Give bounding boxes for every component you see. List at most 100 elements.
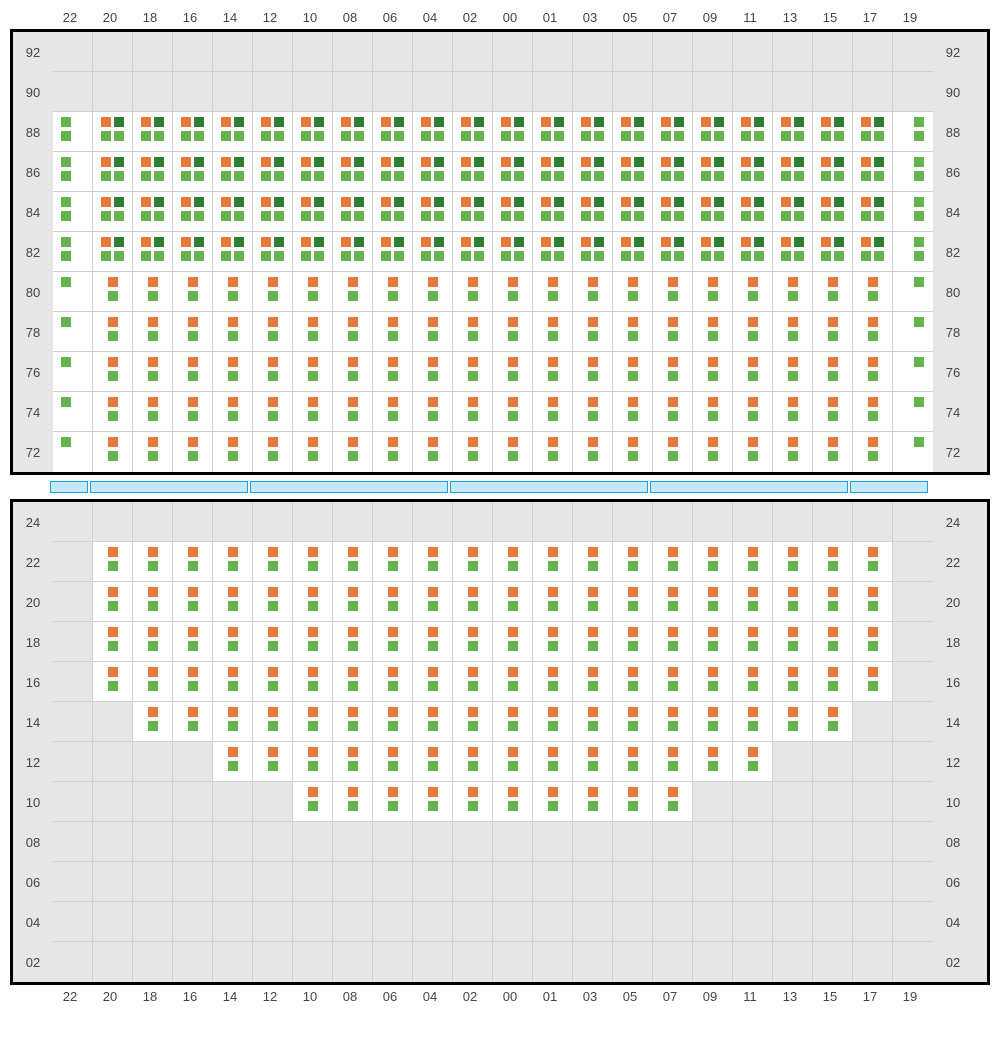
slot[interactable]	[588, 331, 598, 341]
cell[interactable]	[453, 782, 493, 822]
slot[interactable]	[468, 627, 478, 637]
slot[interactable]	[421, 211, 431, 221]
slot[interactable]	[868, 397, 878, 407]
slot[interactable]	[868, 357, 878, 367]
slot[interactable]	[428, 397, 438, 407]
slot[interactable]	[428, 787, 438, 797]
slot[interactable]	[348, 667, 358, 677]
cell[interactable]	[333, 392, 373, 432]
slot[interactable]	[341, 157, 351, 167]
slot[interactable]	[261, 251, 271, 261]
slot[interactable]	[788, 547, 798, 557]
slot[interactable]	[188, 641, 198, 651]
slot[interactable]	[101, 131, 111, 141]
cell[interactable]	[653, 312, 693, 352]
cell[interactable]	[653, 152, 693, 192]
slot[interactable]	[228, 291, 238, 301]
slot[interactable]	[308, 747, 318, 757]
slot[interactable]	[701, 117, 711, 127]
slot[interactable]	[108, 641, 118, 651]
slot[interactable]	[708, 561, 718, 571]
slot[interactable]	[388, 451, 398, 461]
slot[interactable]	[188, 587, 198, 597]
cell[interactable]	[173, 582, 213, 622]
slot[interactable]	[308, 561, 318, 571]
slot[interactable]	[114, 211, 124, 221]
slot[interactable]	[821, 211, 831, 221]
cell[interactable]	[613, 782, 653, 822]
slot[interactable]	[834, 237, 844, 247]
slot[interactable]	[474, 197, 484, 207]
cell[interactable]	[133, 582, 173, 622]
cell[interactable]	[453, 112, 493, 152]
cell[interactable]	[173, 272, 213, 312]
slot[interactable]	[541, 237, 551, 247]
cell[interactable]	[253, 152, 293, 192]
cell[interactable]	[453, 702, 493, 742]
slot[interactable]	[148, 627, 158, 637]
cell[interactable]	[733, 112, 773, 152]
slot[interactable]	[348, 707, 358, 717]
cell[interactable]	[133, 432, 173, 472]
slot[interactable]	[828, 357, 838, 367]
slot[interactable]	[748, 601, 758, 611]
cell[interactable]	[493, 112, 533, 152]
slot[interactable]	[554, 197, 564, 207]
slot[interactable]	[708, 587, 718, 597]
cell[interactable]	[573, 542, 613, 582]
slot[interactable]	[114, 131, 124, 141]
slot[interactable]	[708, 411, 718, 421]
slot[interactable]	[674, 117, 684, 127]
slot[interactable]	[661, 157, 671, 167]
cell[interactable]	[653, 272, 693, 312]
slot[interactable]	[781, 211, 791, 221]
cell[interactable]	[653, 352, 693, 392]
cell[interactable]	[293, 662, 333, 702]
slot[interactable]	[348, 451, 358, 461]
slot[interactable]	[741, 251, 751, 261]
slot[interactable]	[788, 371, 798, 381]
slot[interactable]	[434, 251, 444, 261]
slot[interactable]	[474, 131, 484, 141]
slot[interactable]	[461, 197, 471, 207]
slot[interactable]	[428, 587, 438, 597]
cell[interactable]	[853, 192, 893, 232]
cell[interactable]	[773, 152, 813, 192]
cell[interactable]	[133, 542, 173, 582]
slot[interactable]	[388, 411, 398, 421]
slot[interactable]	[834, 197, 844, 207]
slot[interactable]	[788, 601, 798, 611]
slot[interactable]	[188, 627, 198, 637]
cell[interactable]	[613, 312, 653, 352]
slot[interactable]	[141, 171, 151, 181]
slot[interactable]	[594, 211, 604, 221]
slot[interactable]	[221, 117, 231, 127]
slot[interactable]	[594, 237, 604, 247]
slot[interactable]	[308, 397, 318, 407]
slot[interactable]	[628, 787, 638, 797]
cell[interactable]	[213, 112, 253, 152]
slot[interactable]	[188, 437, 198, 447]
slot[interactable]	[148, 411, 158, 421]
cell[interactable]	[413, 742, 453, 782]
cell[interactable]	[173, 432, 213, 472]
slot[interactable]	[188, 601, 198, 611]
slot[interactable]	[508, 601, 518, 611]
cell[interactable]	[53, 432, 93, 472]
slot[interactable]	[581, 117, 591, 127]
slot[interactable]	[708, 357, 718, 367]
slot[interactable]	[594, 131, 604, 141]
slot[interactable]	[868, 601, 878, 611]
slot[interactable]	[508, 547, 518, 557]
slot[interactable]	[748, 291, 758, 301]
slot[interactable]	[628, 627, 638, 637]
slot[interactable]	[434, 117, 444, 127]
cell[interactable]	[133, 622, 173, 662]
slot[interactable]	[261, 131, 271, 141]
slot[interactable]	[148, 707, 158, 717]
slot[interactable]	[708, 707, 718, 717]
slot[interactable]	[428, 451, 438, 461]
slot[interactable]	[388, 437, 398, 447]
slot[interactable]	[674, 197, 684, 207]
slot[interactable]	[701, 237, 711, 247]
